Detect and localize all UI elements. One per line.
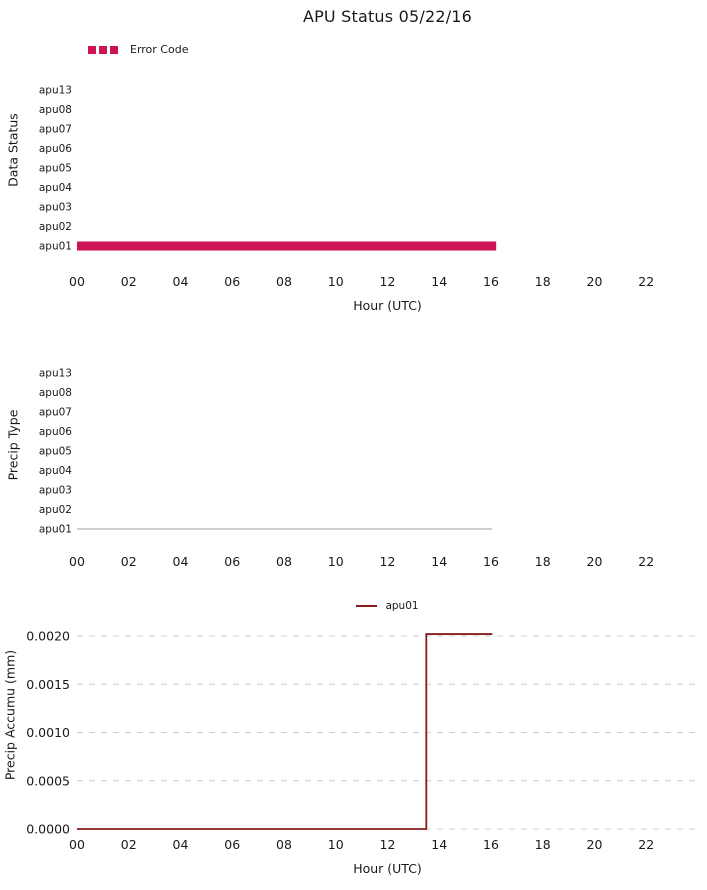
category-label: apu01 — [39, 241, 72, 253]
legend-label: apu01 — [385, 600, 419, 612]
x-tick-label: 22 — [638, 274, 654, 289]
x-tick-label: 00 — [69, 274, 85, 289]
category-label: apu02 — [39, 504, 72, 516]
x-tick-label: 12 — [380, 837, 396, 852]
x-tick-label: 04 — [173, 554, 189, 569]
category-label: apu05 — [39, 163, 72, 175]
x-tick-label: 10 — [328, 554, 344, 569]
x-tick-label: 16 — [483, 837, 499, 852]
y-tick-label: 0.0005 — [26, 773, 70, 788]
precip-accum-line — [77, 633, 493, 830]
x-tick-label: 12 — [380, 274, 396, 289]
x-tick-label: 20 — [587, 274, 603, 289]
legend-line-icon — [356, 605, 378, 607]
category-label: apu07 — [39, 124, 72, 136]
chart-title: APU Status 05/22/16 — [302, 7, 473, 26]
x-tick-label: 22 — [638, 837, 654, 852]
x-tick-label: 20 — [587, 837, 603, 852]
x-tick-label: 08 — [276, 554, 292, 569]
x-tick-label: 00 — [69, 554, 85, 569]
x-tick-label: 14 — [431, 554, 447, 569]
category-label: apu01 — [39, 524, 72, 536]
category-label: apu13 — [39, 368, 72, 380]
x-axis-label-bottom: Hour (UTC) — [353, 861, 422, 876]
category-label: apu13 — [39, 85, 72, 97]
x-tick-label: 06 — [224, 837, 240, 852]
x-tick-label: 04 — [173, 274, 189, 289]
category-label: apu03 — [39, 485, 72, 497]
category-label: apu04 — [39, 465, 72, 477]
x-tick-label: 18 — [535, 837, 551, 852]
x-tick-label: 22 — [638, 554, 654, 569]
x-tick-label: 14 — [431, 837, 447, 852]
x-tick-label: 16 — [483, 274, 499, 289]
x-tick-label: 02 — [121, 554, 137, 569]
category-label: apu06 — [39, 426, 72, 438]
error-code-bar — [77, 241, 497, 251]
category-label: apu02 — [39, 221, 72, 233]
x-tick-label: 04 — [173, 837, 189, 852]
x-tick-label: 20 — [587, 554, 603, 569]
legend-label: Error Code — [130, 43, 189, 56]
category-label: apu06 — [39, 143, 72, 155]
category-label: apu03 — [39, 202, 72, 214]
apu01-legend: apu01 — [77, 600, 698, 612]
y-tick-label: 0.0010 — [26, 725, 70, 740]
legend-square-icon — [110, 45, 118, 54]
x-tick-label: 02 — [121, 837, 137, 852]
y-tick-label: 0.0015 — [26, 677, 70, 692]
y-tick-label: 0.0000 — [26, 822, 70, 837]
x-tick-label: 10 — [328, 837, 344, 852]
x-tick-label: 06 — [224, 554, 240, 569]
x-axis-label-top: Hour (UTC) — [353, 298, 422, 313]
x-tick-label: 18 — [535, 274, 551, 289]
x-tick-label: 08 — [276, 274, 292, 289]
x-tick-label: 02 — [121, 274, 137, 289]
category-label: apu05 — [39, 446, 72, 458]
error-code-legend: Error Code — [88, 43, 188, 56]
category-label: apu04 — [39, 182, 72, 194]
x-tick-label: 08 — [276, 837, 292, 852]
y-tick-label: 0.0020 — [26, 629, 70, 644]
legend-square-icon — [99, 45, 107, 54]
category-label: apu07 — [39, 407, 72, 419]
category-label: apu08 — [39, 104, 72, 116]
legend-square-icon — [88, 45, 96, 54]
x-tick-label: 14 — [431, 274, 447, 289]
category-label: apu08 — [39, 387, 72, 399]
x-tick-label: 00 — [69, 837, 85, 852]
x-tick-label: 18 — [535, 554, 551, 569]
x-tick-label: 12 — [380, 554, 396, 569]
x-tick-label: 06 — [224, 274, 240, 289]
x-tick-label: 16 — [483, 554, 499, 569]
x-tick-label: 10 — [328, 274, 344, 289]
